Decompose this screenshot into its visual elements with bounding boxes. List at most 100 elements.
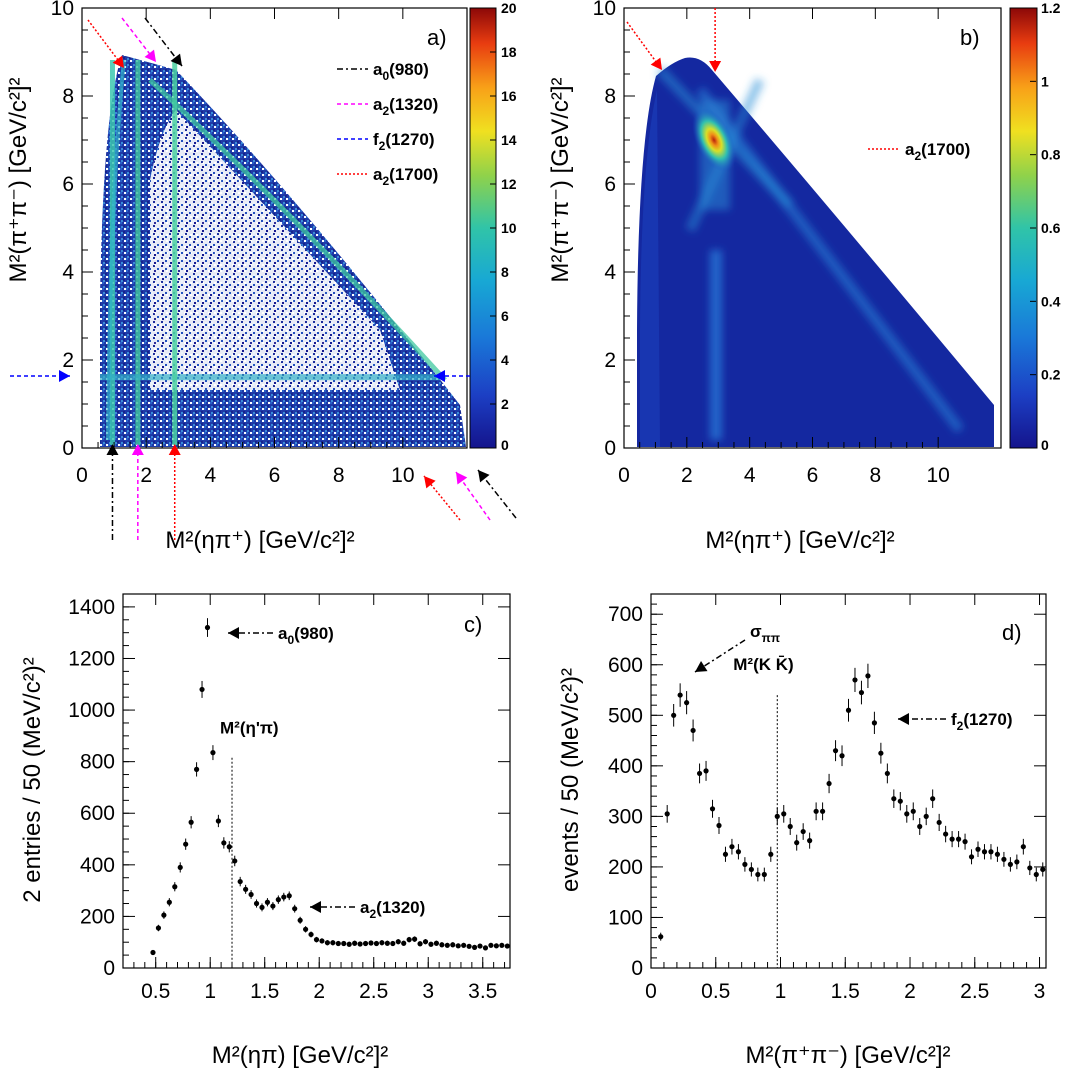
- panel-b-xlabel: M²(ηπ⁺) [GeV/c²]²: [705, 527, 894, 554]
- panel-d-data-point: [722, 851, 729, 857]
- panel-d-data-point: [910, 808, 916, 814]
- panel-d-data-point: [930, 796, 936, 802]
- panel-a-band: [100, 374, 440, 381]
- panel-a-band-edge: [106, 59, 126, 441]
- panel-a-xtick-label: 8: [333, 464, 345, 487]
- panel-a-xlabel: M²(ηπ⁺) [GeV/c²]²: [165, 527, 354, 554]
- panel-c-data-point: [482, 945, 489, 951]
- panel-d-data-point: [962, 839, 968, 845]
- panel-c-ylabel: 2 entries / 50 (MeV/c²)²: [19, 657, 46, 902]
- panel-d-arrow-sigma: [694, 639, 746, 673]
- panel-c-data-point: [412, 936, 418, 942]
- panel-d-data-point: [1020, 844, 1026, 850]
- panel-c-data-point: [428, 941, 434, 947]
- panel-d-xtick-label: 2.5: [960, 980, 989, 1003]
- panel-d-data-point: [845, 707, 852, 713]
- panel-a-resonance-bands: [100, 59, 447, 445]
- panel-c-data-point: [373, 940, 380, 947]
- panel-d-ylabel: events / 50 (MeV/c²)²: [557, 668, 584, 892]
- panel-a-arrow-a2-1700-br: [423, 475, 461, 521]
- panel-d-ytick-label: 700: [608, 603, 643, 626]
- panel-c-data-point: [444, 942, 450, 948]
- panel-c-frame: [122, 593, 511, 969]
- panel-d-data-point: [813, 808, 819, 814]
- panel-d-data-point: [768, 851, 774, 857]
- panel-c-data-point: [150, 949, 156, 956]
- panel-a-arrow-a2-1320: [121, 17, 157, 63]
- panel-c-data-point: [406, 937, 412, 943]
- panel-c-data-point: [237, 878, 243, 885]
- panel-a-xtick-label: 0: [76, 464, 88, 487]
- panel-c-ytick-label: 0: [103, 957, 115, 980]
- panel-d-data-point: [852, 677, 858, 683]
- panel-c-data-point: [390, 940, 396, 947]
- panel-c-data-point: [166, 899, 172, 905]
- panel-b-xtick-label: 6: [807, 464, 819, 487]
- panel-a-label: a): [427, 25, 447, 50]
- panel-a-cbtick-label: 14: [501, 132, 517, 148]
- panel-c-data-points: [150, 618, 510, 956]
- panel-a-cbtick-label: 12: [501, 176, 517, 192]
- panel-c-data-point: [308, 931, 314, 938]
- panel-c-data-point: [264, 899, 271, 905]
- panel-c-data-point: [493, 943, 499, 949]
- panel-c-ytick-label: 1400: [68, 596, 115, 619]
- panel-b-xtick-label: 8: [869, 464, 881, 487]
- panel-d-data-point: [690, 727, 696, 734]
- panel-d-data-point: [891, 796, 897, 802]
- panel-d-label: d): [1002, 620, 1022, 645]
- panel-c-data-point: [302, 926, 309, 932]
- panel-d-data-point: [735, 849, 742, 855]
- panel-c-data-point: [450, 942, 456, 948]
- panel-d-data-point: [943, 831, 949, 837]
- panel-b-xtick-label: 4: [744, 464, 756, 487]
- panel-c-data-point: [172, 884, 178, 890]
- panel-b-ytick-label: 2: [604, 349, 616, 372]
- panel-c-data-point: [292, 906, 298, 912]
- panel-d-xtick-label: 0.5: [701, 980, 730, 1003]
- panel-c-ytick-label: 400: [80, 854, 115, 877]
- panel-d-data-point: [949, 836, 955, 842]
- panel-d-data-point: [897, 798, 903, 804]
- panel-c-axes: 0.5 1 1.5 2 2.5 3 3.5 0 200 400 600 800 1000 1200 1400…: [19, 593, 510, 1069]
- panel-c-data-point: [270, 903, 276, 909]
- panel-c-data-point: [155, 925, 162, 931]
- panel-c-data-point: [499, 942, 505, 948]
- panel-d-xtick-label: 0: [645, 980, 657, 1003]
- panel-b-xtick-label: 2: [681, 464, 693, 487]
- panel-d-pipi-projection: 0 0.5 1 1.5 2 2.5 3 0 100 200 300 400 500 600 700 M²(π⁺…: [557, 593, 1047, 1069]
- panel-d-data-point: [858, 689, 865, 696]
- panel-c-data-point: [275, 897, 281, 903]
- panel-b-legend-label: a2(1700): [905, 140, 970, 163]
- panel-c-data-point: [466, 943, 472, 949]
- panel-a-legend-label: a0(980): [373, 60, 429, 83]
- panel-c-data-point: [471, 944, 478, 950]
- panel-c-eta-pi-projection: 0.5 1 1.5 2 2.5 3 3.5 0 200 400 600 800 1000 1200 1400…: [19, 593, 511, 1069]
- panel-b-label: b): [960, 25, 980, 50]
- panel-c-data-point: [248, 891, 254, 898]
- panel-c-xtick-label: 0.5: [141, 980, 170, 1003]
- panel-c-data-point: [341, 940, 347, 947]
- panel-a-xtick-label: 4: [204, 464, 216, 487]
- panel-c-data-point: [199, 686, 205, 693]
- panel-d-data-point: [781, 811, 787, 817]
- panel-c-data-point: [395, 939, 401, 945]
- panel-d-data-point: [917, 823, 923, 830]
- panel-a-legend: a0(980) a2(1320) f2(1270) a2(1700): [337, 60, 438, 188]
- panel-b-ytick-label: 10: [593, 0, 616, 20]
- panel-d-data-point: [981, 849, 988, 855]
- panel-c-data-point: [297, 917, 303, 923]
- panel-d-data-point: [884, 770, 890, 777]
- panel-d-data-point: [787, 823, 793, 830]
- panel-a-ytick-label: 4: [62, 261, 74, 284]
- panel-a-ytick-label: 10: [51, 0, 74, 20]
- panel-d-data-point: [936, 819, 942, 826]
- panel-d-data-point: [807, 838, 813, 844]
- panel-c-annotations: M²(η'π) a0(980) a2(1320): [220, 624, 425, 968]
- panel-d-data-point: [865, 673, 871, 679]
- panel-d-data-point: [1027, 865, 1033, 871]
- panel-d-data-point: [923, 813, 929, 819]
- panel-c-xtick-label: 3.5: [468, 980, 497, 1003]
- panel-a-cbtick-label: 18: [501, 44, 517, 60]
- panel-d-ytick-label: 0: [631, 957, 643, 980]
